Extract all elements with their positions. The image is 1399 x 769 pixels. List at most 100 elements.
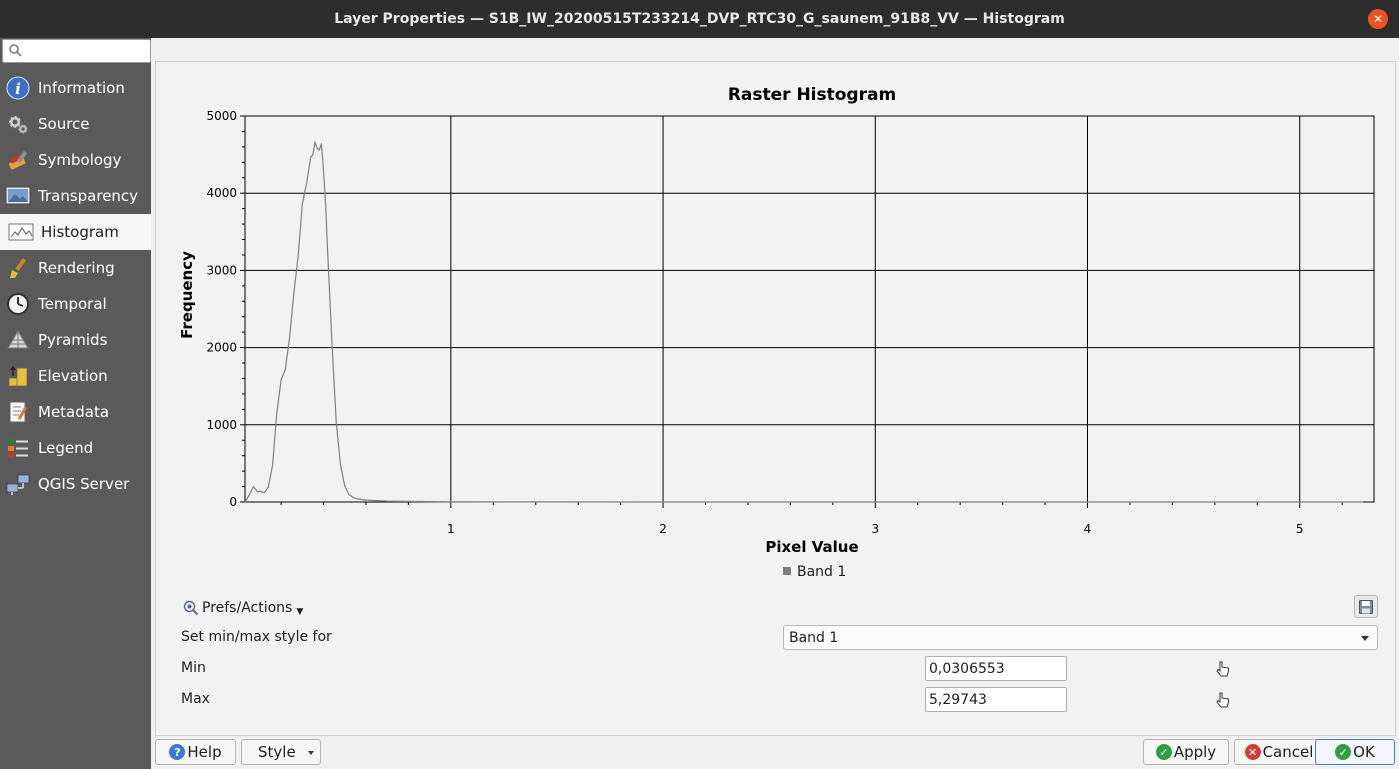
sidebar-item-elevation[interactable]: Elevation <box>0 358 151 394</box>
data-point <box>352 496 354 498</box>
sidebar-item-legend[interactable]: Legend <box>0 430 151 466</box>
data-point <box>339 464 342 466</box>
min-input[interactable] <box>925 656 1067 681</box>
data-point <box>344 485 346 487</box>
legend-label: Band 1 <box>797 564 846 580</box>
sidebar-item-information[interactable]: i Information <box>0 70 151 106</box>
sidebar-item-histogram[interactable]: Histogram <box>0 214 151 250</box>
chevron-down-icon <box>1361 636 1369 641</box>
data-point <box>312 154 314 156</box>
data-point <box>263 492 265 494</box>
data-point <box>252 485 255 488</box>
ok-button-label: OK <box>1353 743 1375 761</box>
ok-button[interactable]: ✓ OK <box>1315 739 1395 765</box>
data-point <box>257 491 259 493</box>
data-point <box>248 494 250 496</box>
sidebar-item-label: Pyramids <box>38 331 108 349</box>
data-point <box>244 501 246 503</box>
band-select[interactable]: Band 1 <box>783 625 1378 650</box>
sidebar-item-metadata[interactable]: Metadata <box>0 394 151 430</box>
data-point <box>325 204 327 206</box>
style-label: Set min/max style for <box>181 629 332 645</box>
data-point <box>310 156 312 158</box>
x-tick-label: 2 <box>659 522 667 536</box>
data-point <box>280 379 282 381</box>
sidebar-item-label: Elevation <box>38 367 108 385</box>
data-point <box>322 169 325 171</box>
sidebar-item-source[interactable]: Source <box>0 106 151 142</box>
data-point <box>316 147 318 150</box>
data-point <box>407 500 410 502</box>
sidebar-item-label: Histogram <box>41 223 119 241</box>
apply-button-label: Apply <box>1173 743 1217 761</box>
information-icon: i <box>5 75 31 101</box>
sidebar-item-label: Rendering <box>38 259 115 277</box>
x-tick-label: 5 <box>1296 522 1304 536</box>
cancel-button-label: Cancel <box>1262 743 1314 761</box>
prefs-actions-menu[interactable]: Prefs/Actions ▼ <box>183 598 303 618</box>
data-point <box>276 412 278 414</box>
search-input[interactable] <box>25 42 145 60</box>
search-icon <box>9 44 22 57</box>
band-select-value: Band 1 <box>789 629 839 646</box>
close-icon: ✕ <box>1372 12 1384 26</box>
prefs-actions-label: Prefs/Actions <box>202 600 293 616</box>
plot-frame <box>244 115 1375 503</box>
y-tick-label: 2000 <box>206 341 237 355</box>
data-point <box>318 149 320 151</box>
data-point <box>450 501 452 503</box>
help-icon: ? <box>169 744 186 760</box>
sidebar-item-label: QGIS Server <box>38 475 130 493</box>
sidebar-item-pyramids[interactable]: Pyramids <box>0 322 151 358</box>
check-icon: ✓ <box>1155 744 1172 760</box>
max-input[interactable] <box>925 687 1067 712</box>
transparency-icon <box>5 183 31 209</box>
search-field[interactable] <box>2 39 151 63</box>
histogram-icon <box>8 219 34 245</box>
sidebar-item-transparency[interactable]: Transparency <box>0 178 151 214</box>
data-point <box>348 494 350 496</box>
window-titlebar: Layer Properties — S1B_IW_20200515T23321… <box>0 0 1399 38</box>
svg-text:i: i <box>15 80 21 98</box>
style-button-label: Style <box>258 743 296 761</box>
data-point <box>259 490 261 492</box>
data-point <box>429 501 431 503</box>
cancel-button[interactable]: ✕ Cancel <box>1234 739 1324 765</box>
y-axis-title: Frequency <box>178 251 196 339</box>
check-icon: ✓ <box>1335 744 1352 760</box>
min-label: Min <box>181 660 206 676</box>
help-button[interactable]: ? Help <box>155 739 236 765</box>
sidebar-item-label: Symbology <box>38 151 122 169</box>
data-point <box>375 500 378 502</box>
sidebar-item-temporal[interactable]: Temporal <box>0 286 151 322</box>
close-button[interactable]: ✕ <box>1368 9 1388 29</box>
source-icon <box>5 111 31 137</box>
metadata-icon <box>5 399 31 425</box>
histogram-chart: 0 1000 2000 3000 4000 5000 1 2 3 4 5 Raster Histo… <box>178 85 1375 580</box>
legend-icon <box>5 435 31 461</box>
style-button[interactable]: Style <box>241 739 321 765</box>
y-tick-label: 5000 <box>206 109 237 123</box>
pick-min-icon[interactable] <box>1214 660 1232 678</box>
data-point <box>331 343 333 345</box>
pyramids-icon <box>5 327 31 353</box>
max-label: Max <box>181 691 210 707</box>
sidebar-item-qgis-server[interactable]: QGIS Server <box>0 466 151 502</box>
sidebar-item-label: Information <box>38 79 125 97</box>
legend-swatch <box>783 567 791 575</box>
help-button-label: Help <box>187 743 222 761</box>
rendering-icon <box>5 255 31 281</box>
pick-max-icon[interactable] <box>1214 691 1232 709</box>
data-point <box>305 183 308 185</box>
save-histogram-button[interactable] <box>1354 595 1378 618</box>
data-point <box>267 486 269 488</box>
apply-button[interactable]: ✓ Apply <box>1143 739 1229 765</box>
sidebar-item-rendering[interactable]: Rendering <box>0 250 151 286</box>
data-point <box>301 203 303 205</box>
sidebar-item-label: Temporal <box>38 295 107 313</box>
data-point <box>314 141 316 143</box>
x-axis-title: Pixel Value <box>765 538 858 556</box>
sidebar-item-label: Metadata <box>38 403 110 421</box>
qgis-server-icon <box>5 471 31 497</box>
sidebar-item-symbology[interactable]: Symbology <box>0 142 151 178</box>
